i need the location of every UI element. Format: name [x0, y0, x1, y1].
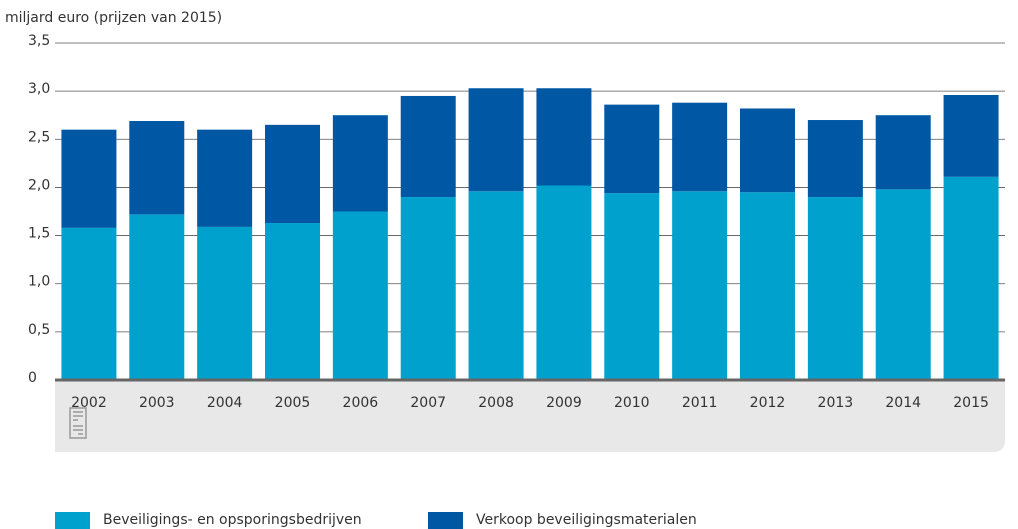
- y-tick-label: 1,5: [28, 226, 50, 242]
- x-tick-label: 2007: [410, 395, 446, 411]
- bar-segment: [875, 115, 931, 190]
- x-tick-label: 2013: [818, 395, 854, 411]
- bar-segment: [943, 176, 999, 380]
- bar-segment: [740, 192, 795, 380]
- bar-segment: [468, 191, 524, 380]
- legend-label: Beveiligings- en opsporingsbedrijven: [103, 512, 362, 528]
- y-tick-label: 1,0: [28, 274, 50, 290]
- x-tick-label: 2009: [546, 395, 582, 411]
- bar-segment: [129, 214, 185, 380]
- bar-segment: [197, 226, 253, 380]
- bar-segment: [400, 197, 456, 380]
- x-tick-label: 2003: [139, 395, 175, 411]
- bar-segment: [604, 104, 660, 194]
- x-tick-label: 2002: [71, 395, 107, 411]
- x-tick-label: 2015: [953, 395, 989, 411]
- legend-swatch: [55, 512, 90, 529]
- legend-label: Verkoop beveiligingsmaterialen: [476, 512, 697, 528]
- y-tick-label: 2,5: [28, 129, 50, 145]
- x-tick-label: 2008: [478, 395, 514, 411]
- y-tick-label: 3,5: [28, 33, 50, 49]
- x-tick-label: 2006: [343, 395, 379, 411]
- bar-segment: [536, 88, 592, 186]
- bar-segment: [672, 191, 728, 380]
- x-tick-label: 2010: [614, 395, 650, 411]
- bar-segment: [943, 94, 999, 177]
- x-tick-label: 2012: [750, 395, 786, 411]
- y-tick-label: 2,0: [28, 177, 50, 193]
- x-tick-label: 2005: [275, 395, 311, 411]
- bar-segment: [400, 95, 456, 198]
- y-tick-label: 3,0: [28, 81, 50, 97]
- bar-segment: [197, 129, 253, 227]
- bar-segment: [332, 115, 388, 212]
- x-tick-label: 2004: [207, 395, 243, 411]
- legend-swatch: [428, 512, 463, 529]
- bar-segment: [468, 88, 524, 192]
- logo: [69, 407, 87, 439]
- y-axis-label: miljard euro (prijzen van 2015): [5, 10, 222, 26]
- y-tick-label: 0: [28, 370, 37, 386]
- bar-segment: [875, 189, 931, 380]
- bar-segment: [740, 108, 795, 193]
- bar-segment: [807, 120, 863, 198]
- bar-segment: [61, 129, 117, 228]
- x-tick-label: 2014: [885, 395, 921, 411]
- bar-segment: [604, 193, 660, 380]
- bar-segment: [332, 211, 388, 380]
- bar-segment: [61, 227, 117, 380]
- bar-segment: [265, 223, 320, 380]
- y-tick-label: 0,5: [28, 322, 50, 338]
- bar-segment: [672, 102, 728, 192]
- x-axis-band: [55, 380, 1005, 452]
- bar-segment: [536, 185, 592, 380]
- bar-segment: [129, 120, 185, 215]
- bar-segment: [265, 124, 320, 224]
- bar-segment: [807, 197, 863, 380]
- x-tick-label: 2011: [682, 395, 718, 411]
